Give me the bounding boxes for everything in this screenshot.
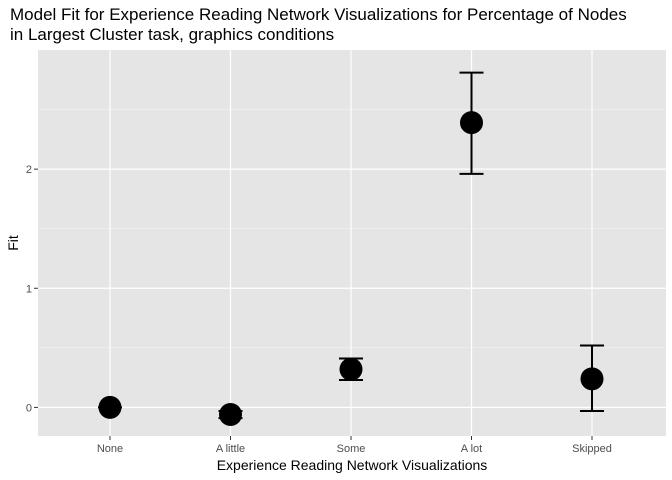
x-axis-title: Experience Reading Network Visualization… <box>217 457 488 473</box>
data-points <box>98 111 604 427</box>
data-point <box>98 395 122 419</box>
x-tick-label: A little <box>216 443 245 455</box>
data-point <box>460 111 483 135</box>
y-tick-label: 2 <box>26 164 32 176</box>
data-point <box>339 357 363 381</box>
x-tick-label: Skipped <box>572 443 612 455</box>
y-tick-label: 1 <box>26 283 32 295</box>
chart-title-line-1: Model Fit for Experience Reading Network… <box>10 5 627 24</box>
x-tick-label: None <box>97 443 123 455</box>
y-tick-label: 0 <box>26 402 32 414</box>
x-axis-ticks: None A little Some A lot Skipped <box>97 436 612 455</box>
chart-title-line-2: in Largest Cluster task, graphics condit… <box>10 25 334 44</box>
x-tick-label: A lot <box>461 443 482 455</box>
data-point <box>580 367 604 391</box>
y-axis-title: Fit <box>5 235 21 251</box>
data-point <box>219 403 242 427</box>
y-axis-ticks: 0 1 2 <box>26 164 38 414</box>
x-tick-label: Some <box>337 443 366 455</box>
